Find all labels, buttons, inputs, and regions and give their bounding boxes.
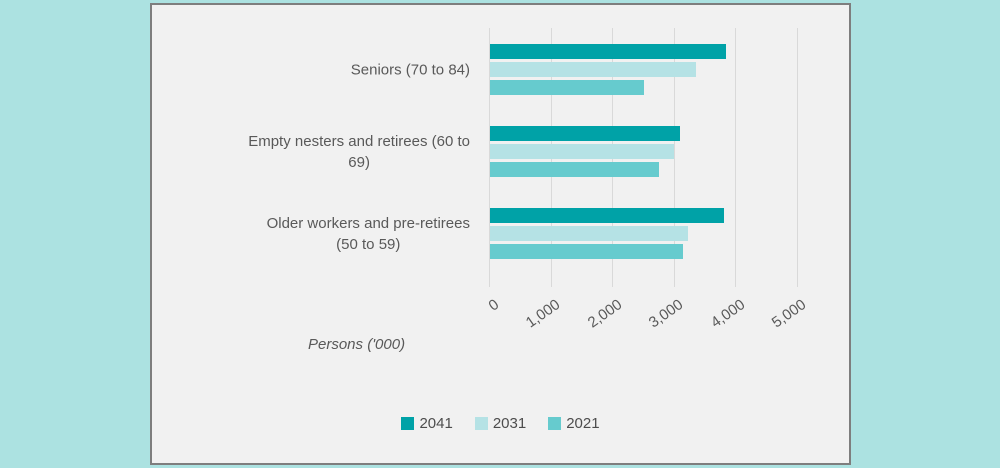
gridline bbox=[489, 28, 490, 287]
legend-swatch-2021 bbox=[548, 417, 562, 430]
bar-2021-group2[interactable] bbox=[490, 162, 659, 177]
legend-swatch-2031 bbox=[474, 417, 488, 430]
x-axis-title: Persons ('000) bbox=[308, 336, 406, 353]
bar-2041-group1[interactable] bbox=[490, 44, 726, 59]
legend-label: 2041 bbox=[419, 415, 453, 432]
x-axis-tick-label: 4,000 bbox=[707, 296, 749, 332]
legend-item-2021[interactable]: 2021 bbox=[548, 415, 600, 432]
bar-2041-group2[interactable] bbox=[490, 126, 680, 141]
x-axis-tick-label: 0 bbox=[485, 296, 502, 315]
chart-panel: Seniors (70 to 84) Empty nesters and reti… bbox=[150, 3, 851, 465]
x-axis-tick-label: 1,000 bbox=[522, 296, 564, 332]
legend-item-2031[interactable]: 2031 bbox=[474, 415, 527, 432]
gridline bbox=[797, 28, 798, 287]
bar-2021-group3[interactable] bbox=[490, 244, 683, 259]
legend-item-2041[interactable]: 2041 bbox=[401, 415, 453, 432]
x-axis-tick-label: 2,000 bbox=[584, 296, 625, 332]
legend-label: 2031 bbox=[492, 415, 527, 432]
category-label: Seniors (70 to 84) bbox=[350, 61, 470, 78]
gridline bbox=[673, 28, 675, 287]
x-axis-tick-label: 5,000 bbox=[769, 296, 810, 332]
category-label: Empty nesters and retirees (60 to 69) bbox=[248, 132, 470, 171]
legend-swatch-2041 bbox=[401, 417, 415, 430]
gridline bbox=[735, 28, 737, 287]
x-axis-tick-label: 3,000 bbox=[646, 296, 687, 332]
bar-2031-group3[interactable] bbox=[490, 226, 688, 241]
plot-area bbox=[489, 28, 798, 287]
bar-2031-group1[interactable] bbox=[490, 62, 697, 77]
bar-2031-group2[interactable] bbox=[490, 144, 675, 159]
legend-label: 2021 bbox=[566, 415, 600, 432]
category-label: Older workers and pre-retirees (50 to 59… bbox=[266, 214, 470, 253]
bar-2021-group1[interactable] bbox=[490, 80, 644, 95]
bar-2041-group3[interactable] bbox=[490, 208, 725, 223]
legend: 2041 2031 2021 bbox=[152, 415, 849, 432]
